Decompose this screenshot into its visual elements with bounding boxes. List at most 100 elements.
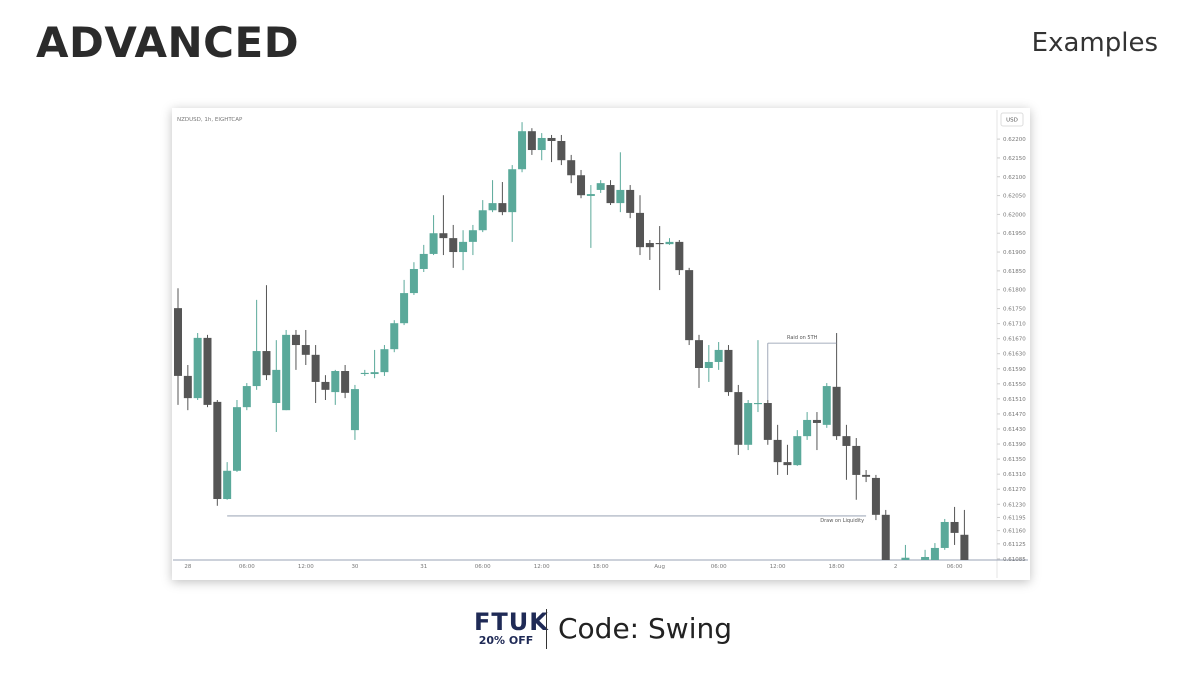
candle-body [871,477,880,515]
candle-body [950,521,959,533]
candle-body [930,547,939,560]
x-tick-label: 28 [184,564,191,570]
candle-body [350,389,359,431]
candle-body [459,241,468,253]
y-tick-label: 0.61850 [1003,269,1026,275]
candle-body [498,203,507,213]
plot-area [174,122,969,560]
candle-body [773,439,782,463]
candle-body [655,243,664,245]
candle-body [616,189,625,204]
y-tick-label: 0.61710 [1003,322,1026,328]
candle-body [409,268,418,294]
candle-body [675,241,684,271]
x-tick-label: 06:00 [947,564,963,570]
x-tick-label: 30 [351,564,358,570]
candle-body [665,241,674,245]
x-tick-label: 18:00 [829,564,845,570]
candle-body [714,349,723,362]
y-tick-label: 0.61550 [1003,382,1026,388]
candle-body [704,361,713,368]
candle-body [439,233,448,239]
candle-body [832,386,841,437]
candle-body [419,253,428,269]
candle-body [252,351,261,387]
y-tick-label: 0.61750 [1003,307,1026,313]
candle-body [586,194,595,196]
candle-body [468,230,477,242]
y-tick-label: 0.62150 [1003,156,1026,162]
candle-body [852,445,861,475]
candle-body [842,436,851,446]
candle-body [921,556,930,560]
brand-name: FTUK [474,608,549,636]
candle-body [744,403,753,445]
candle-body [734,392,743,445]
candle-body [577,175,586,196]
y-tick-label: 0.61670 [1003,337,1026,343]
candle-body [940,521,949,548]
candle-body [862,474,871,477]
candle-body [193,337,202,399]
candle-body [557,140,566,161]
y-tick-label: 0.61430 [1003,427,1026,433]
y-tick-label: 0.61510 [1003,397,1026,403]
candle-body [596,183,605,190]
y-tick-label: 0.61630 [1003,352,1026,358]
candle-body [449,238,458,253]
candle-body [321,381,330,390]
candle-body [370,372,379,375]
candle-body [282,334,291,411]
currency-box [1000,112,1024,127]
x-tick-label: 06:00 [475,564,491,570]
candle-body [901,557,910,560]
candle-body [183,375,192,399]
candle-body [232,407,241,471]
candle-body [311,354,320,382]
y-tick-label: 0.61195 [1003,515,1026,521]
candle-body [174,308,182,376]
candle-body [262,351,271,376]
candle-body [547,137,556,141]
y-tick-label: 0.61470 [1003,412,1026,418]
candle-body [753,403,762,405]
candle-body [645,243,654,248]
x-tick-label: 12:00 [534,564,550,570]
candle-body [881,514,890,560]
x-tick-label: 06:00 [239,564,255,570]
x-tick-label: 12:00 [298,564,314,570]
candle-body [360,372,369,375]
candle-body [242,386,251,408]
x-tick-label: 06:00 [711,564,727,570]
candle-body [527,131,536,151]
y-tick-label: 0.61125 [1003,542,1026,548]
y-tick-label: 0.61160 [1003,529,1026,535]
annotation-label: Raid on 5TH [787,335,818,341]
candle-body [626,189,635,213]
candle-body [291,334,300,346]
candle-body [518,131,527,170]
candle-body [380,349,389,373]
y-tick-label: 0.62000 [1003,212,1026,218]
candle-body [567,160,576,176]
x-tick-label: 18:00 [593,564,609,570]
candle-body [822,386,831,425]
currency-label: USD [1006,118,1018,124]
y-tick-label: 0.61310 [1003,472,1026,478]
candle-body [783,462,792,466]
x-tick-label: 2 [894,564,898,570]
brand-logo: FTUK 20% OFF [474,608,549,648]
y-tick-label: 0.62100 [1003,175,1026,181]
candle-body [812,419,821,423]
candle-body [488,203,497,211]
y-tick-label: 0.62050 [1003,194,1026,200]
candle-body [508,169,517,213]
x-tick-label: 31 [420,564,427,570]
slide-title: ADVANCED [36,18,300,67]
y-tick-label: 0.61350 [1003,457,1026,463]
candle-body [223,470,232,500]
candle-body [301,345,310,355]
y-tick-label: 0.61800 [1003,288,1026,294]
x-tick-label: Aug [654,564,665,570]
